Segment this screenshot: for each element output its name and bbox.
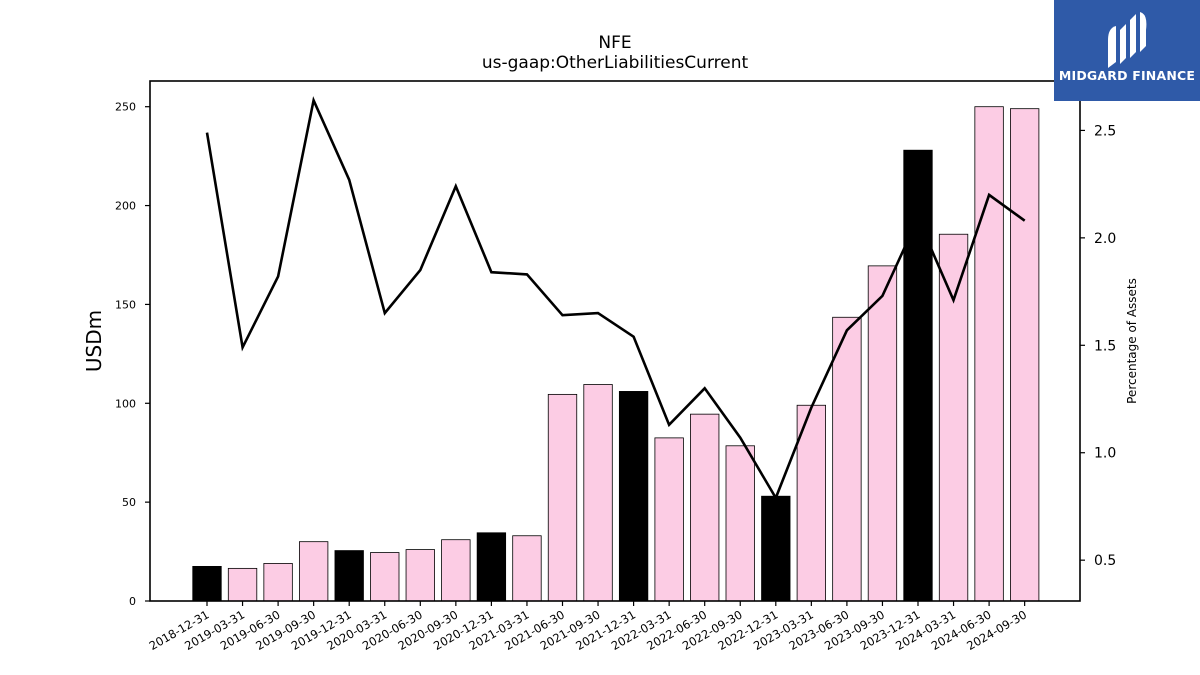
bar-2021-09-30 bbox=[583, 384, 613, 602]
y2-tick-label: 1.5 bbox=[1094, 338, 1116, 354]
y-axis-label: USDm bbox=[82, 310, 106, 372]
bar-2020-03-31 bbox=[370, 552, 400, 602]
bar-2024-09-30 bbox=[1010, 108, 1040, 602]
line-series bbox=[205, 96, 1026, 501]
y2-tick-label: 2.0 bbox=[1094, 231, 1116, 247]
bar-2018-12-31 bbox=[192, 565, 222, 602]
bar-2019-03-31 bbox=[227, 567, 258, 602]
y2-tick-label: 0.5 bbox=[1094, 553, 1116, 569]
y-ticks: 0 50 100 150 200 250 bbox=[115, 101, 150, 608]
y-tick-label: 250 bbox=[115, 101, 136, 114]
percentage-line bbox=[205, 96, 1026, 501]
bar-2021-06-30 bbox=[547, 393, 578, 602]
y-tick-label: 150 bbox=[115, 298, 136, 311]
axes bbox=[149, 80, 1081, 602]
x-ticks: 2018-12-312019-03-312019-06-302019-09-30… bbox=[147, 601, 1029, 653]
bar-2023-09-30 bbox=[867, 265, 898, 602]
bar-2022-09-30 bbox=[725, 445, 755, 602]
y-tick-label: 50 bbox=[122, 496, 136, 509]
bar-2024-06-30 bbox=[974, 106, 1004, 602]
bar-2019-12-31 bbox=[334, 550, 364, 602]
bar-2023-12-31 bbox=[903, 149, 933, 602]
y2-axis-label: Percentage of Assets bbox=[1125, 278, 1139, 404]
bar-2022-12-31 bbox=[761, 495, 791, 602]
y2-ticks: 0.5 1.0 1.5 2.0 2.5 bbox=[1080, 123, 1116, 569]
bar-2022-03-31 bbox=[654, 437, 684, 602]
y2-tick-label: 1.0 bbox=[1094, 446, 1116, 462]
bar-2019-09-30 bbox=[298, 541, 329, 602]
bar-2023-06-30 bbox=[832, 316, 862, 602]
chart-title: NFE bbox=[598, 33, 631, 53]
bar-2023-03-31 bbox=[796, 404, 826, 602]
logo-text: MIDGARD FINANCE bbox=[1058, 68, 1196, 83]
y2-tick-label: 2.5 bbox=[1094, 123, 1116, 139]
y-tick-label: 0 bbox=[129, 595, 136, 608]
y-tick-label: 100 bbox=[115, 397, 136, 410]
bar-2021-12-31 bbox=[618, 391, 649, 602]
chart-subtitle: us-gaap:OtherLiabilitiesCurrent bbox=[482, 53, 749, 73]
bar-2024-03-31 bbox=[938, 233, 969, 602]
bar-2020-06-30 bbox=[405, 549, 435, 602]
plot-frame bbox=[149, 80, 1081, 602]
bar-2022-06-30 bbox=[690, 413, 720, 602]
bar-2021-03-31 bbox=[512, 535, 542, 602]
bar-2019-06-30 bbox=[263, 563, 293, 602]
midgard-finance-logo: MIDGARD FINANCE bbox=[1054, 0, 1200, 101]
midgard-logo-icon bbox=[1108, 12, 1147, 68]
bar-series bbox=[192, 106, 1040, 602]
bar-2020-09-30 bbox=[441, 539, 471, 602]
y-tick-label: 200 bbox=[115, 200, 136, 213]
bar-2020-12-31 bbox=[476, 532, 507, 602]
